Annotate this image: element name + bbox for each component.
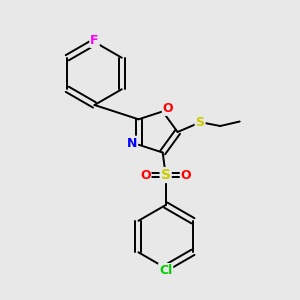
- Text: O: O: [140, 169, 151, 182]
- Text: O: O: [163, 102, 173, 115]
- Text: N: N: [127, 137, 137, 150]
- Text: O: O: [181, 169, 191, 182]
- Text: S: S: [161, 168, 171, 182]
- Text: Cl: Cl: [159, 264, 172, 277]
- Text: F: F: [90, 34, 99, 47]
- Text: S: S: [196, 116, 205, 129]
